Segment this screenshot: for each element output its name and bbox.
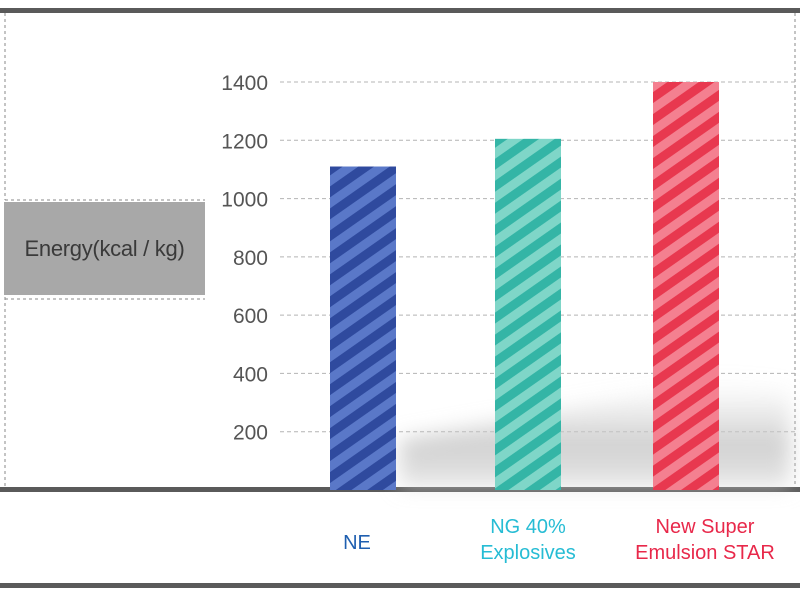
x-category-label: New Super Emulsion STAR [635, 516, 775, 564]
y-tick-label: 800 [233, 247, 268, 270]
baseline [0, 487, 800, 492]
bar-0 [330, 166, 396, 490]
x-category-label: NE [343, 532, 371, 554]
shadow-shape [400, 380, 790, 487]
bottom-border [0, 583, 800, 588]
bar-1 [495, 138, 561, 491]
y-tick-label: 1000 [221, 189, 268, 212]
y-tick-label: 400 [233, 363, 268, 386]
top-border [0, 8, 800, 13]
y-tick-label: 200 [233, 422, 268, 445]
y-tick-label: 1400 [221, 72, 268, 95]
x-category-label: NG 40% Explosives [480, 516, 576, 564]
y-tick-label: 600 [233, 305, 268, 328]
chart-frame [0, 8, 800, 588]
bars [330, 82, 719, 491]
bar-shadow [400, 380, 790, 487]
y-axis-label: Energy(kcal / kg) [4, 202, 205, 295]
y-tick-labels: 200 400 600 800 1000 1200 1400 [221, 72, 268, 445]
bar-2 [653, 82, 719, 490]
y-tick-label: 1200 [221, 130, 268, 153]
